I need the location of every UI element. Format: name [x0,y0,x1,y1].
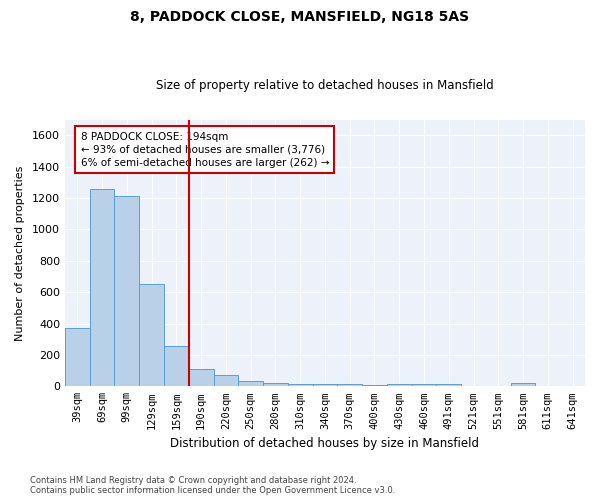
Text: 8 PADDOCK CLOSE: 194sqm
← 93% of detached houses are smaller (3,776)
6% of semi-: 8 PADDOCK CLOSE: 194sqm ← 93% of detache… [80,132,329,168]
Bar [89,188,115,386]
Bar [238,381,263,386]
Text: 8, PADDOCK CLOSE, MANSFIELD, NG18 5AS: 8, PADDOCK CLOSE, MANSFIELD, NG18 5AS [130,10,470,24]
Bar [288,384,313,386]
Bar [387,384,412,386]
Bar [412,384,436,386]
Title: Size of property relative to detached houses in Mansfield: Size of property relative to detached ho… [156,79,494,92]
Bar [362,384,387,386]
Bar [164,346,189,387]
Bar [436,384,461,386]
Bar [313,384,337,386]
Text: Contains HM Land Registry data © Crown copyright and database right 2024.
Contai: Contains HM Land Registry data © Crown c… [30,476,395,495]
Bar [139,284,164,386]
Bar [214,376,238,386]
Bar [511,383,535,386]
Bar [337,384,362,386]
Bar [115,196,139,386]
Bar [189,369,214,386]
Bar [65,328,89,386]
Bar [263,383,288,386]
Y-axis label: Number of detached properties: Number of detached properties [15,165,25,340]
X-axis label: Distribution of detached houses by size in Mansfield: Distribution of detached houses by size … [170,437,479,450]
